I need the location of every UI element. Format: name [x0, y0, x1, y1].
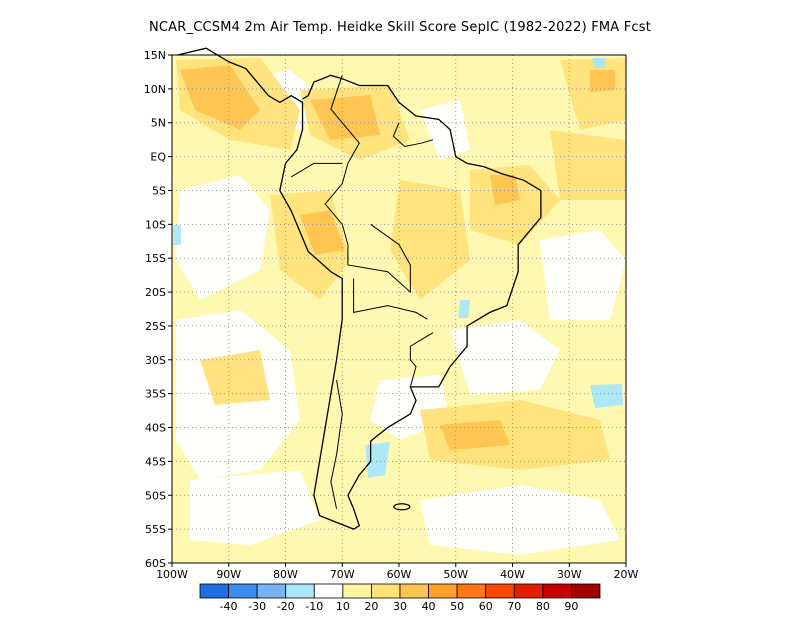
lat-tick-label: 50S — [145, 489, 166, 502]
lat-tick-label: 5N — [151, 117, 166, 130]
skill-patch — [590, 70, 615, 92]
lat-tick-label: 20S — [145, 286, 166, 299]
colorbar-label: -20 — [277, 600, 295, 613]
lat-tick-label: 55S — [145, 523, 166, 536]
lon-tick-label: 30W — [557, 568, 582, 581]
lon-tick-label: 50W — [443, 568, 468, 581]
colorbar-swatch — [371, 583, 401, 599]
skill-patch — [180, 65, 260, 130]
skill-patch — [190, 470, 320, 545]
colorbar-swatch — [428, 583, 458, 599]
colorbar-label: -40 — [220, 600, 238, 613]
skill-patch — [420, 100, 470, 160]
skill-patch — [440, 420, 510, 450]
skill-patch — [310, 95, 380, 140]
skill-patch — [458, 300, 470, 318]
skill-patch — [450, 320, 560, 395]
lon-tick-label: 40W — [500, 568, 525, 581]
colorbar-swatch — [313, 583, 344, 599]
skill-field — [172, 55, 626, 563]
colorbar-swatch — [399, 583, 429, 599]
lon-tick-label: 80W — [273, 568, 298, 581]
latitude-axis: 15N 10N 5N EQ 5S 10S 15S 20S 25S 30S 35S 40S 45S 50S 5… — [144, 49, 172, 570]
country-border — [341, 223, 411, 294]
lat-tick-label: 35S — [145, 388, 166, 401]
colorbar-swatch — [285, 583, 315, 599]
coastline — [177, 47, 542, 530]
lat-tick-label: 10S — [145, 218, 166, 231]
skill-patch — [176, 175, 270, 300]
lat-tick-label: EQ — [150, 151, 166, 164]
colorbar-label: 40 — [422, 600, 436, 613]
lat-tick-label: 5S — [152, 184, 166, 197]
lon-tick-label: 100W — [156, 568, 188, 581]
skill-patch — [300, 210, 345, 255]
skill-patch — [590, 384, 623, 408]
colorbar-swatch — [342, 583, 372, 599]
falkland-islands — [393, 503, 411, 511]
lat-tick-label: 30S — [145, 354, 166, 367]
colorbar-swatch — [513, 583, 544, 599]
colorbar-label: 60 — [479, 600, 493, 613]
colorbar-label: 10 — [336, 600, 350, 613]
skill-patch — [490, 175, 520, 205]
lat-tick-label: 60S — [145, 557, 166, 570]
colorbar-label: 50 — [450, 600, 464, 613]
lon-tick-label: 70W — [330, 568, 355, 581]
colorbar-label: 70 — [507, 600, 521, 613]
graticule — [172, 55, 626, 563]
colorbar-label: -10 — [305, 600, 323, 613]
lat-tick-label: 25S — [145, 320, 166, 333]
lat-tick-label: 15N — [144, 49, 166, 62]
lat-tick-label: 15S — [145, 252, 166, 265]
colorbar-swatch — [456, 583, 487, 599]
skill-patch — [420, 485, 620, 555]
lon-tick-label: 20W — [614, 568, 639, 581]
continent-outline — [177, 47, 542, 530]
colorbar-label: 20 — [364, 600, 378, 613]
country-border — [409, 332, 434, 388]
colorbar-label: 90 — [564, 600, 578, 613]
country-border — [324, 75, 360, 225]
colorbar-swatch — [542, 583, 572, 599]
colorbar-swatch — [485, 583, 515, 599]
colorbar-swatch — [199, 583, 229, 599]
skill-patch — [420, 400, 610, 470]
skill-patch — [592, 58, 606, 68]
colorbar: -40 -30 -20 -10 10 20 30 40 50 60 70 80 90 — [199, 583, 601, 613]
lat-tick-label: 40S — [145, 422, 166, 435]
country-border — [392, 122, 434, 147]
lon-tick-label: 60W — [387, 568, 412, 581]
colorbar-label: 30 — [393, 600, 407, 613]
skill-patch — [173, 225, 181, 245]
skill-patch — [550, 130, 626, 200]
colorbar-swatch — [228, 583, 258, 599]
colorbar-label: -30 — [248, 600, 266, 613]
colorbar-swatch — [256, 583, 287, 599]
skill-patch — [200, 350, 270, 405]
lon-tick-label: 90W — [216, 568, 241, 581]
country-border — [353, 278, 428, 320]
country-border — [330, 380, 343, 509]
longitude-axis: 100W 90W 80W 70W 60W 50W 40W 30W 20W — [156, 563, 639, 581]
country-border — [290, 162, 343, 178]
colorbar-swatch — [571, 583, 601, 599]
lat-tick-label: 45S — [145, 455, 166, 468]
chart-title: NCAR_CCSM4 2m Air Temp. Heidke Skill Sco… — [148, 20, 652, 35]
lat-tick-label: 10N — [144, 83, 166, 96]
skill-patch — [540, 230, 626, 320]
colorbar-label: 80 — [536, 600, 550, 613]
